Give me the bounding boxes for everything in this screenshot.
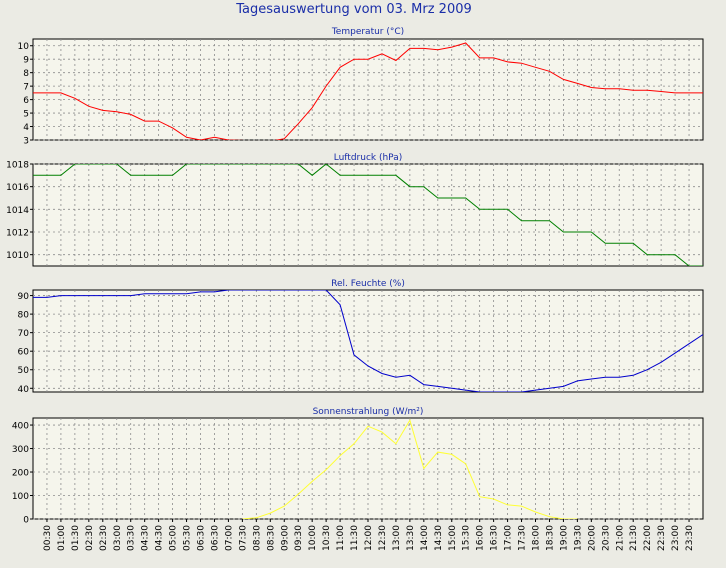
x-tick-label: 22:00: [643, 525, 653, 551]
y-tick-label: 3: [23, 137, 29, 147]
x-tick-label: 04:30: [141, 525, 151, 551]
series-line: [242, 419, 578, 519]
y-tick-label: 80: [18, 311, 30, 321]
x-tick-label: 21:30: [629, 525, 639, 551]
y-tick-label: 40: [18, 385, 30, 395]
x-tick-label: 17:00: [504, 525, 514, 551]
y-tick-label: 1012: [6, 229, 29, 239]
panel-title: Temperatur (°C): [331, 27, 404, 37]
y-tick-label: 9: [23, 56, 29, 66]
x-tick-label: 13:00: [392, 525, 402, 551]
y-tick-label: 90: [18, 292, 30, 302]
x-tick-label: 16:00: [476, 525, 486, 551]
x-tick-label: 09:30: [294, 525, 304, 551]
chart-panel-2: Luftdruck (hPa) 1010 1012 1014 1016 1018: [6, 153, 704, 267]
y-tick-label: 7: [23, 83, 29, 93]
x-tick-label: 18:30: [545, 525, 555, 551]
x-tick-label: 00:30: [43, 525, 53, 551]
panel-title: Luftdruck (hPa): [334, 153, 403, 163]
x-tick-label: 06:30: [197, 525, 207, 551]
x-tick-label: 23:00: [671, 525, 681, 551]
x-tick-label: 01:00: [57, 525, 67, 551]
y-tick-label: 5: [23, 110, 29, 120]
series-line: [33, 164, 703, 266]
y-tick-label: 100: [12, 492, 29, 502]
y-tick-label: 6: [23, 96, 29, 106]
x-tick-label: 21:00: [615, 525, 625, 551]
x-tick-label: 14:00: [420, 525, 430, 551]
x-tick-label: 18:00: [532, 525, 542, 551]
x-tick-label: 13:30: [406, 525, 416, 551]
x-tick-label: 05:00: [169, 525, 179, 551]
x-tick-label: 16:30: [490, 525, 500, 551]
x-axis: 00:30 01:00 01:30 02:30 02:30 03:00 03:30 04:30…: [43, 519, 695, 551]
x-tick-label: 07:30: [238, 525, 248, 551]
x-tick-label: 10:30: [322, 525, 332, 551]
y-tick-label: 300: [12, 445, 29, 455]
y-tick-label: 8: [23, 69, 29, 79]
y-tick-label: 1016: [6, 183, 29, 193]
x-tick-label: 20:30: [601, 525, 611, 551]
chart-panel-3: Rel. Feuchte (%) 40 50 60 70 80 90: [18, 279, 704, 395]
x-tick-label: 06:30: [210, 525, 220, 551]
panel-title: Sonnenstrahlung (W/m²): [313, 407, 424, 417]
x-tick-label: 15:00: [448, 525, 458, 551]
x-tick-label: 05:30: [183, 525, 193, 551]
y-tick-label: 200: [12, 469, 29, 479]
x-tick-label: 02:30: [99, 525, 109, 551]
x-tick-label: 08:30: [266, 525, 276, 551]
x-tick-label: 03:00: [113, 525, 123, 551]
x-tick-label: 10:00: [308, 525, 318, 551]
x-tick-label: 02:30: [85, 525, 95, 551]
panel-title: Rel. Feuchte (%): [331, 279, 405, 289]
x-tick-label: 23:30: [685, 525, 695, 551]
chart-panel-1: Temperatur (°C) 3 4 5 6 7 8 9 10: [18, 27, 704, 147]
y-tick-label: 1018: [6, 161, 29, 171]
x-tick-label: 03:30: [127, 525, 137, 551]
x-tick-label: 01:30: [71, 525, 81, 551]
y-tick-label: 400: [12, 422, 29, 432]
y-tick-label: 70: [18, 329, 30, 339]
x-tick-label: 11:00: [336, 525, 346, 551]
x-tick-label: 22:30: [657, 525, 667, 551]
x-tick-label: 17:30: [518, 525, 528, 551]
page-title: Tagesauswertung vom 03. Mrz 2009: [235, 2, 472, 17]
x-tick-label: 09:00: [280, 525, 290, 551]
x-tick-label: 19:30: [573, 525, 583, 551]
x-tick-label: 12:00: [364, 525, 374, 551]
y-tick-label: 1010: [6, 251, 29, 261]
x-tick-label: 14:30: [434, 525, 444, 551]
x-tick-label: 20:00: [587, 525, 597, 551]
x-tick-label: 07:00: [224, 525, 234, 551]
y-tick-label: 50: [18, 366, 30, 376]
x-tick-label: 15:30: [462, 525, 472, 551]
y-tick-label: 10: [18, 42, 30, 52]
y-tick-label: 60: [18, 348, 30, 358]
x-tick-label: 08:30: [252, 525, 262, 551]
chart-panel-4: Sonnenstrahlung (W/m²) 0 100 200 300 400: [12, 407, 704, 526]
series-line: [33, 42, 703, 140]
x-tick-label: 19:00: [559, 525, 569, 551]
y-tick-label: 0: [23, 516, 29, 526]
y-tick-label: 1014: [6, 206, 29, 216]
x-tick-label: 04:30: [155, 525, 165, 551]
series-line: [33, 290, 703, 392]
y-tick-label: 4: [23, 123, 29, 133]
x-tick-label: 11:30: [350, 525, 360, 551]
x-tick-label: 12:30: [378, 525, 388, 551]
